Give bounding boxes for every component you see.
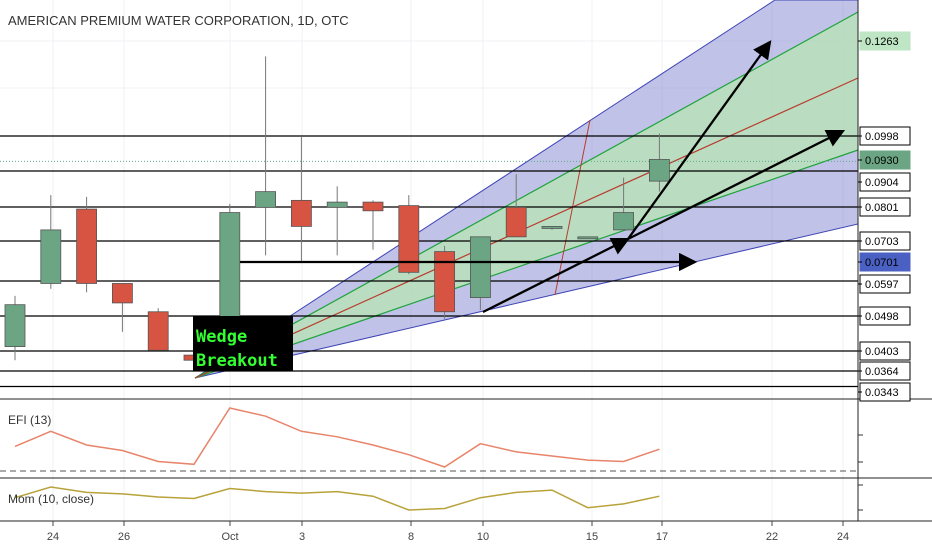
candle-body xyxy=(4,304,26,347)
price-label: 0.0930 xyxy=(865,155,899,167)
trend-arrow xyxy=(482,237,631,314)
trend-arrow xyxy=(627,40,772,240)
x-tick-label: 26 xyxy=(118,531,130,543)
efi-pane-label: EFI (13) xyxy=(8,413,51,427)
x-tick-label: 8 xyxy=(408,531,414,543)
x-tick-label: 24 xyxy=(837,531,849,543)
price-label: 0.0343 xyxy=(865,387,899,399)
mom-pane-label: Mom (10, close) xyxy=(8,492,94,506)
mom-pane xyxy=(14,486,660,511)
candle-body xyxy=(469,236,491,299)
candle-body xyxy=(649,159,670,182)
candle-body xyxy=(112,283,133,304)
x-tick-label: 10 xyxy=(477,531,489,543)
price-label: 0.0703 xyxy=(865,236,899,248)
note-line-2: Breakout xyxy=(196,351,278,371)
candle-body xyxy=(613,212,634,231)
price-label: 0.0364 xyxy=(865,366,899,378)
candle-body xyxy=(541,226,563,229)
candle-body xyxy=(434,251,456,313)
candle-body xyxy=(398,205,420,273)
candle-body xyxy=(255,191,277,208)
note-line-1: Wedge xyxy=(196,327,247,347)
mom-line xyxy=(14,486,660,511)
horizontal-levels xyxy=(0,135,858,388)
price-label: 0.0801 xyxy=(865,202,899,214)
candle-body xyxy=(147,311,169,351)
x-tick-label: 22 xyxy=(766,531,778,543)
trend-arrow xyxy=(627,129,846,241)
price-label: 0.0403 xyxy=(865,346,899,358)
price-label: 0.0904 xyxy=(865,177,899,189)
trend-arrows xyxy=(240,40,846,314)
x-tick-label: 24 xyxy=(47,531,59,543)
x-tick-label: 17 xyxy=(656,531,668,543)
efi-pane xyxy=(0,407,858,472)
x-tick-label: 15 xyxy=(586,531,598,543)
price-label: 0.0597 xyxy=(865,279,899,291)
wedge-outer-band xyxy=(194,0,859,379)
note-box xyxy=(193,316,293,371)
candle-body xyxy=(40,229,62,284)
candle-body xyxy=(290,199,312,227)
candle-body xyxy=(76,208,97,284)
candle-body xyxy=(362,201,384,212)
price-label: 0.0701 xyxy=(865,257,899,269)
candle-body xyxy=(577,236,599,240)
candle-body xyxy=(505,206,527,238)
wedge-lower-green xyxy=(194,149,859,379)
wedge-breakout-note: Wedge Breakout xyxy=(193,316,293,371)
price-label: 0.0498 xyxy=(865,311,899,323)
efi-line xyxy=(14,407,660,468)
chart-title: AMERICAN PREMIUM WATER CORPORATION, 1D, … xyxy=(8,13,349,28)
x-tick-label: 3 xyxy=(299,531,305,543)
wedge-pattern xyxy=(194,0,859,379)
price-label: 0.1263 xyxy=(865,36,899,48)
price-label: 0.0998 xyxy=(865,131,899,143)
x-tick-label: Oct xyxy=(221,531,238,543)
candle-body xyxy=(326,201,348,208)
